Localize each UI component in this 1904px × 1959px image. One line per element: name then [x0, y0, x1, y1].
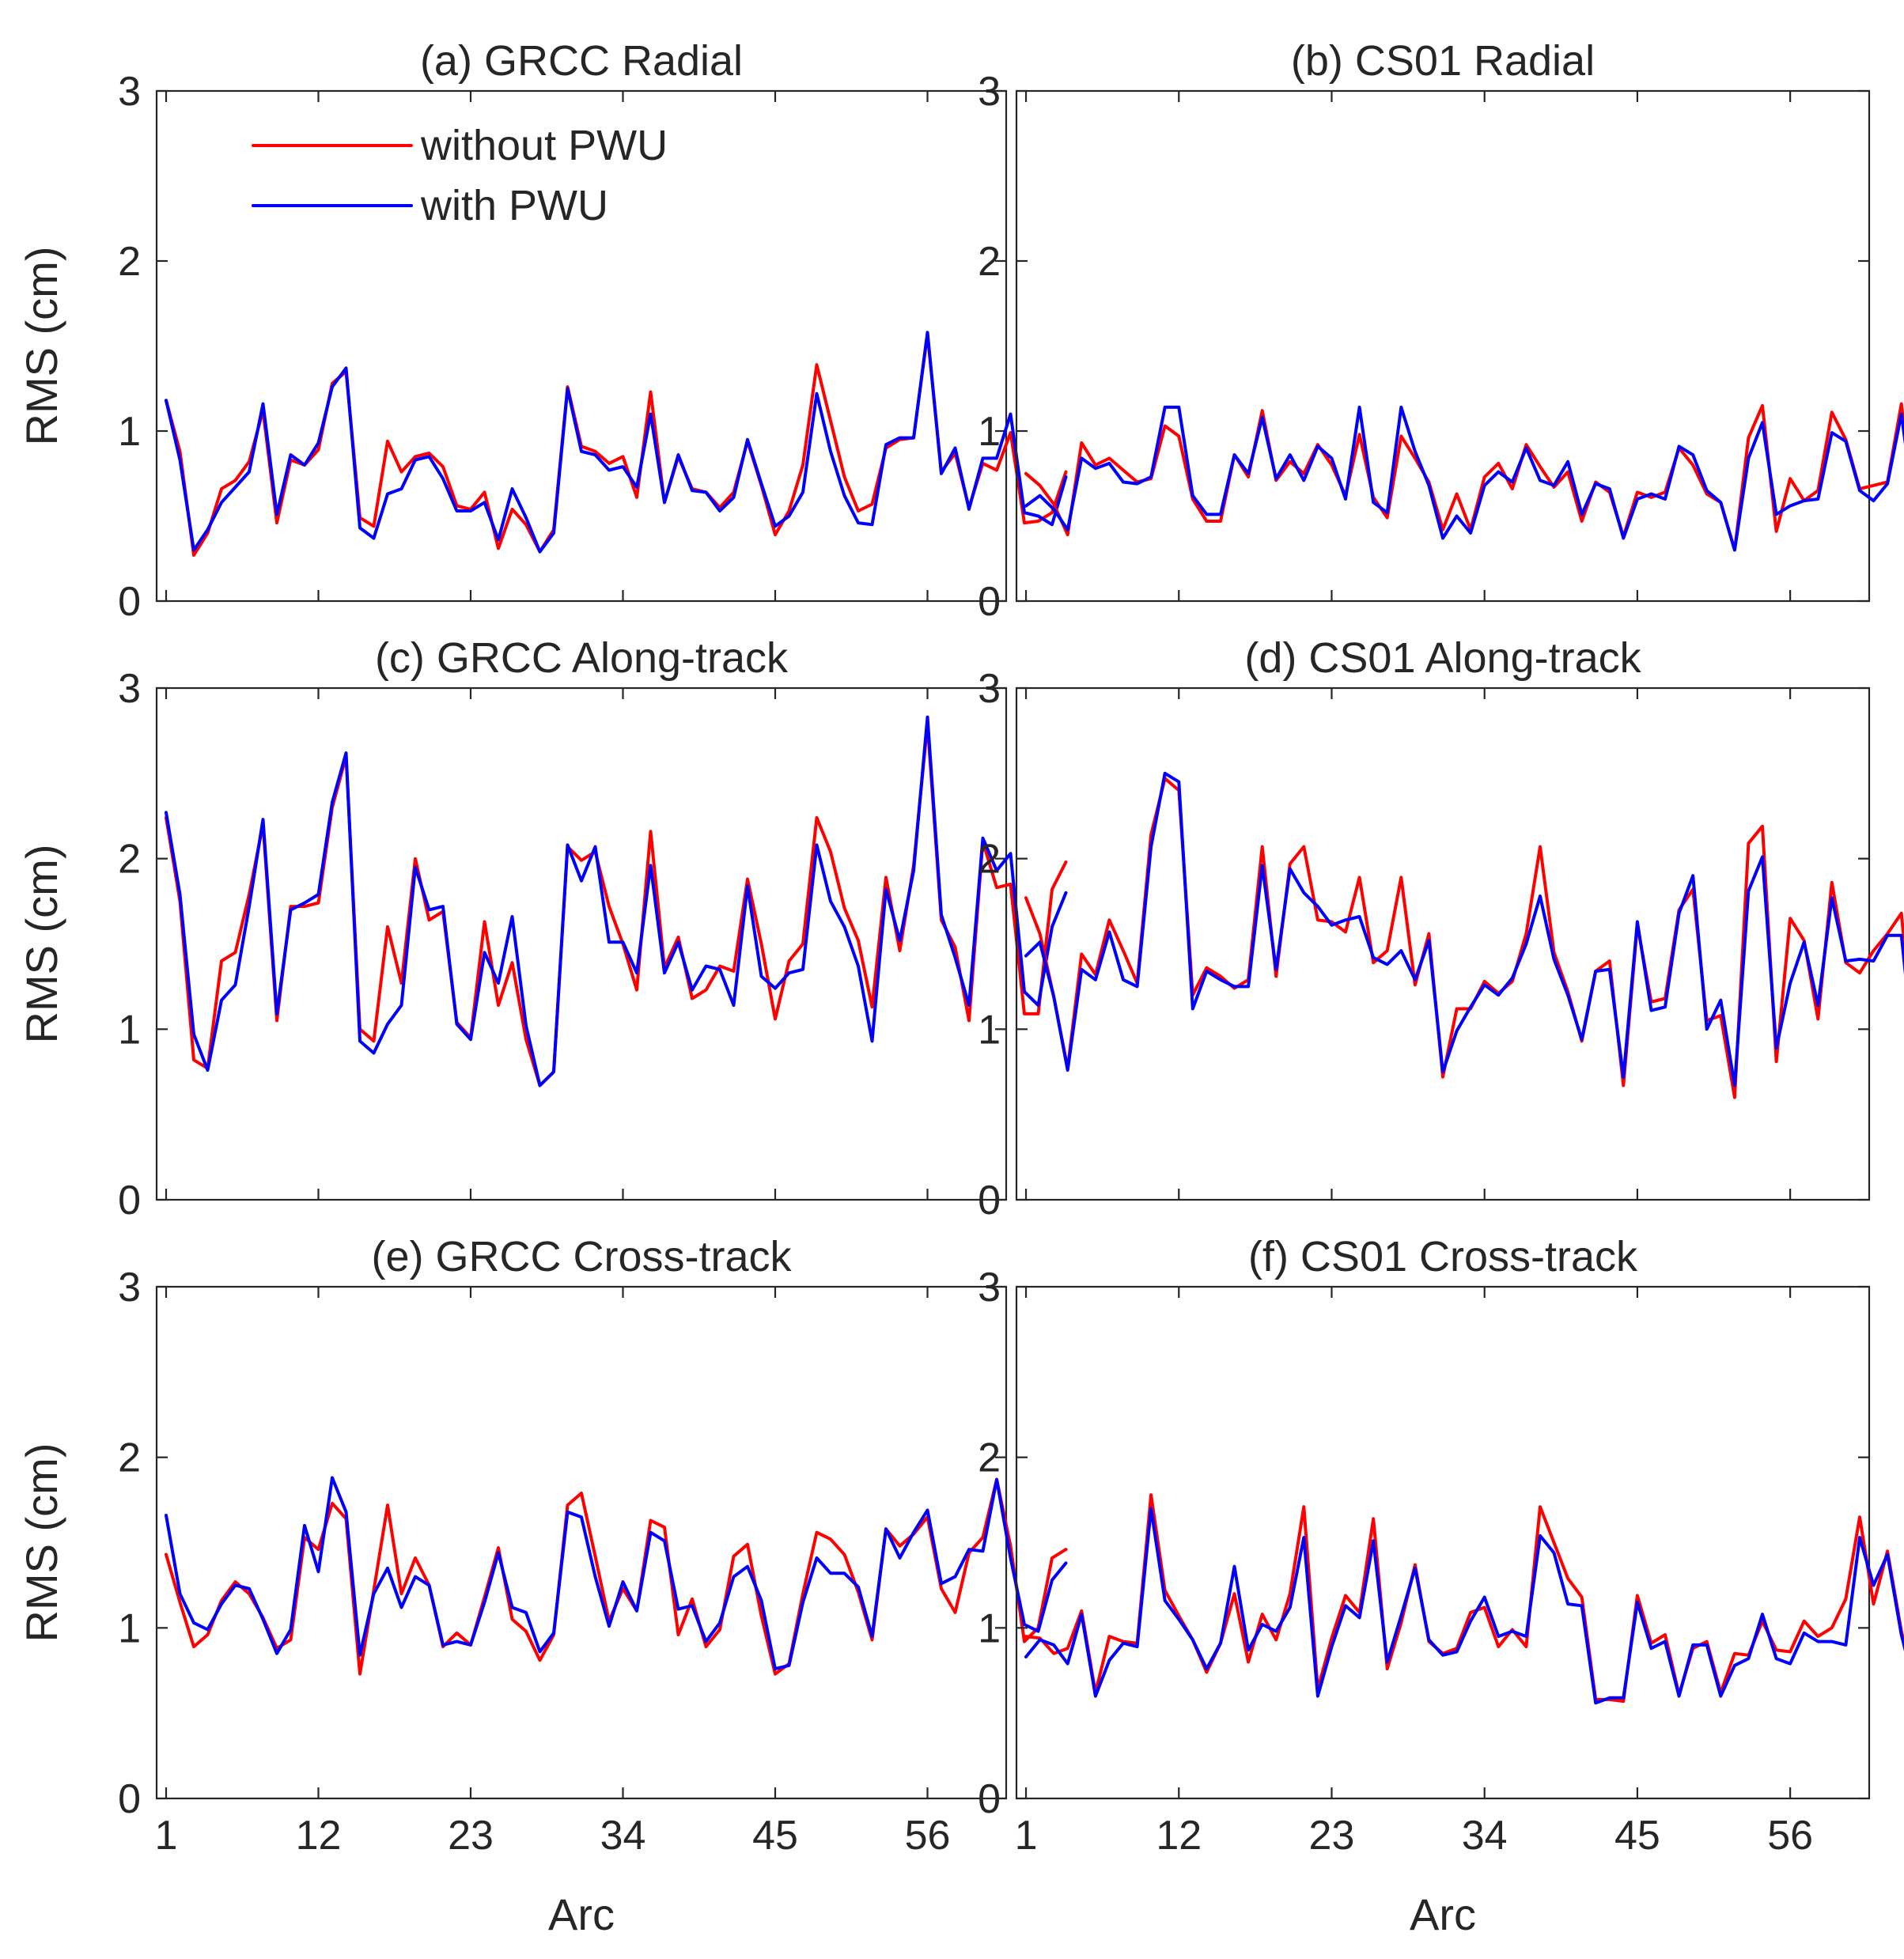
panel-cs01-along-track-frame [1015, 686, 1871, 1201]
panel-cs01-along-track-ytick-label: 1 [978, 1007, 1001, 1053]
panel-grcc-radial-ylabel: RMS (cm) [17, 247, 66, 446]
panel-cs01-cross-track-xtick-label: 45 [1614, 1813, 1660, 1859]
panel-cs01-along-track-title: (d) CS01 Along-track [1244, 634, 1641, 682]
panel-cs01-along-track-ytick-label: 2 [978, 837, 1001, 883]
panel-grcc-radial-ytick-label: 1 [118, 409, 141, 455]
panel-cs01-cross-track-frame [1015, 1285, 1871, 1800]
panel-cs01-cross-track-ytick-label: 1 [978, 1605, 1001, 1651]
panel-grcc-cross-track-ylabel: RMS (cm) [17, 1443, 66, 1643]
panel-cs01-cross-track-xtick-label: 56 [1767, 1813, 1813, 1859]
panel-grcc-radial-ytick-label: 0 [118, 579, 141, 625]
panel-grcc-cross-track-xtick-label: 1 [155, 1813, 178, 1859]
panel-cs01-cross-track-xtick-label: 34 [1462, 1813, 1508, 1859]
panel-grcc-along-track: (c) GRCC Along-track 0 1 2 3 RMS (cm) [17, 634, 1068, 1223]
panel-grcc-radial-ytick-label: 2 [118, 239, 141, 285]
legend: without PWU with PWU [252, 122, 668, 229]
panel-cs01-radial-ytick-label: 0 [978, 579, 1001, 625]
panel-grcc-along-track-ylabel: RMS (cm) [17, 845, 66, 1044]
panel-grcc-radial-frame [155, 89, 1008, 603]
panel-cs01-cross-track-title: (f) CS01 Cross-track [1248, 1233, 1638, 1280]
panel-cs01-radial-series-with-pwu [1024, 405, 1904, 552]
panel-cs01-cross-track-xtick-label: 23 [1309, 1813, 1355, 1859]
panel-cs01-cross-track-xtick-label: 12 [1156, 1813, 1202, 1859]
panel-cs01-radial-frame [1015, 89, 1871, 603]
panel-grcc-radial-series-with-pwu [165, 331, 1068, 554]
panel-cs01-along-track-series-with-pwu [1024, 771, 1904, 1087]
legend-label-without-pwu: without PWU [420, 122, 668, 169]
panel-cs01-radial-title: (b) CS01 Radial [1291, 37, 1595, 85]
panel-grcc-cross-track-xtick-label: 23 [448, 1813, 494, 1859]
panel-grcc-along-track-series-with-pwu [165, 715, 1068, 1087]
panel-grcc-cross-track-series-with-pwu [165, 1476, 1068, 1671]
legend-label-with-pwu: with PWU [420, 182, 608, 229]
panel-cs01-cross-track-xtick-label: 1 [1015, 1813, 1038, 1859]
panel-grcc-radial-ytick-label: 3 [118, 69, 141, 115]
panel-grcc-along-track-ytick-label: 2 [118, 837, 141, 883]
panel-cs01-along-track-ytick-label: 3 [978, 666, 1001, 712]
panel-grcc-cross-track-ytick-label: 0 [118, 1776, 141, 1822]
panel-grcc-along-track-title: (c) GRCC Along-track [375, 634, 789, 682]
panel-grcc-cross-track-ytick-label: 2 [118, 1435, 141, 1481]
panel-grcc-cross-track-ytick-label: 3 [118, 1265, 141, 1310]
panel-grcc-along-track-frame [155, 686, 1008, 1201]
panel-grcc-radial-title: (a) GRCC Radial [420, 37, 743, 85]
panel-grcc-radial: (a) GRCC Radial 0 1 2 3 RMS (cm) [17, 37, 1068, 625]
panel-grcc-cross-track-ytick-label: 1 [118, 1605, 141, 1651]
panel-grcc-cross-track-xlabel: Arc [548, 1889, 615, 1939]
panel-grcc-along-track-ytick-label: 1 [118, 1007, 141, 1053]
panel-grcc-cross-track-title: (e) GRCC Cross-track [371, 1233, 792, 1280]
panel-cs01-cross-track-ytick-label: 2 [978, 1435, 1001, 1481]
panel-cs01-radial-ytick-label: 3 [978, 69, 1001, 115]
panel-cs01-radial-series-without-pwu [1024, 402, 1904, 552]
panel-grcc-cross-track-xtick-label: 34 [600, 1813, 646, 1859]
panel-grcc-along-track-ytick-label: 3 [118, 666, 141, 712]
panel-cs01-cross-track-ytick-label: 3 [978, 1265, 1001, 1310]
panel-cs01-radial-ytick-label: 1 [978, 409, 1001, 455]
panel-grcc-cross-track-xtick-label: 56 [905, 1813, 951, 1859]
panel-grcc-cross-track-frame [155, 1285, 1008, 1800]
panel-cs01-cross-track-ytick-label: 0 [978, 1776, 1001, 1822]
panel-cs01-along-track: (d) CS01 Along-track 0 1 2 3 [978, 634, 1904, 1223]
panel-grcc-cross-track-xtick-label: 12 [296, 1813, 342, 1859]
panel-cs01-cross-track-series-with-pwu [1024, 1507, 1904, 1705]
panel-cs01-cross-track-xlabel: Arc [1410, 1889, 1476, 1939]
panel-grcc-along-track-ytick-label: 0 [118, 1178, 141, 1223]
panel-grcc-cross-track-xtick-label: 45 [752, 1813, 798, 1859]
panel-cs01-radial-ytick-label: 2 [978, 239, 1001, 285]
panel-cs01-along-track-ytick-label: 0 [978, 1178, 1001, 1223]
panel-cs01-radial: (b) CS01 Radial 0 1 2 3 [978, 37, 1904, 625]
